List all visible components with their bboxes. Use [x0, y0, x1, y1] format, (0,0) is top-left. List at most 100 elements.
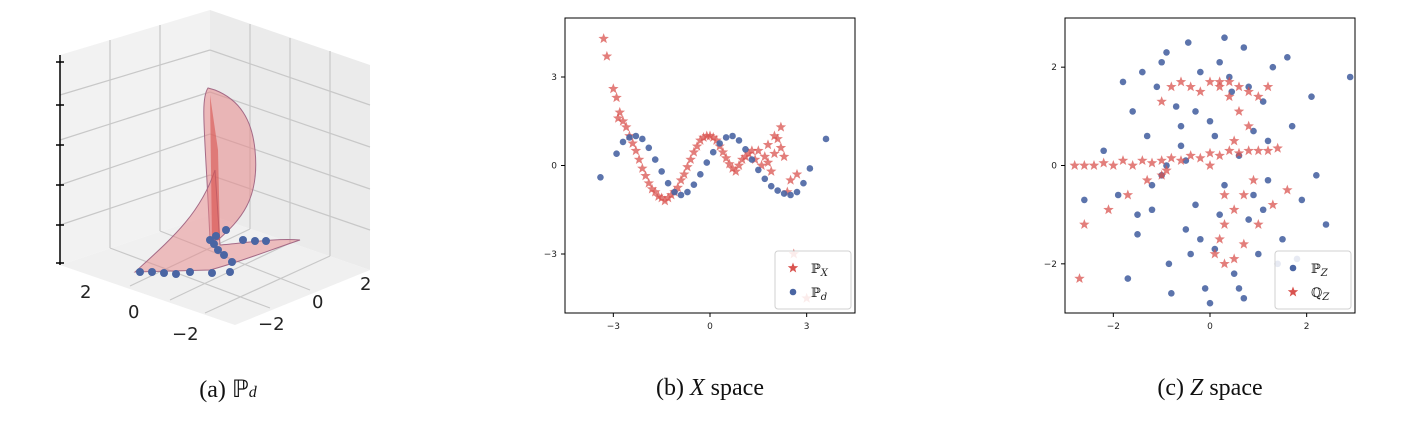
- series-0-dot-9: [1165, 260, 1173, 268]
- series-0-star-15: [646, 183, 658, 194]
- series-0-dot-2: [1129, 108, 1136, 115]
- series-0-dot-15: [1197, 68, 1204, 76]
- series-1-star-10: [1166, 152, 1177, 163]
- caption-b-prefix: (b): [656, 375, 684, 401]
- series-1-star-26: [1195, 86, 1206, 97]
- series-0-dot-38: [1124, 275, 1132, 282]
- series-0-dot-49: [1158, 58, 1165, 66]
- series-1-star-4: [1108, 160, 1119, 170]
- y-tick-label-2: 3: [551, 73, 557, 83]
- series-0-dot-40: [1168, 290, 1175, 297]
- series-1-star-17: [1233, 147, 1245, 158]
- y-tick-label-0: −3: [544, 250, 557, 260]
- series-1-star-24: [1175, 76, 1187, 87]
- series-1-star-45: [1282, 184, 1293, 195]
- x-tick-label-2: 3: [804, 322, 810, 332]
- legend-label-1: ℙd: [811, 286, 827, 303]
- x-tick-label-2: 2: [1304, 322, 1310, 332]
- y-tick-label-0: −2: [1044, 260, 1057, 270]
- series-0-dot-48: [1119, 78, 1127, 86]
- series-0-dot-51: [1284, 54, 1291, 61]
- series-1-dot-20: [735, 137, 743, 144]
- series-1-star-34: [1248, 174, 1259, 185]
- series-0-star-62: [769, 130, 780, 141]
- series-0-dot-8: [1163, 49, 1170, 56]
- back-wall-left: [60, 10, 210, 265]
- caption-a: (a) ℙd: [168, 375, 288, 404]
- plot-area: [1069, 34, 1354, 307]
- series-0-star-19: [659, 195, 671, 206]
- pd-dot-16: [262, 237, 270, 245]
- series-1-dot-2: [619, 138, 627, 146]
- pd-dot-0: [136, 268, 144, 276]
- series-0-star-55: [775, 121, 787, 132]
- series-0-dot-27: [1255, 250, 1262, 258]
- series-1-dot-11: [677, 191, 685, 199]
- series-0-star-43: [736, 154, 748, 165]
- series-1-star-47: [1141, 174, 1153, 185]
- series-0-dot-1: [1114, 191, 1122, 199]
- pd-dot-1: [148, 268, 156, 276]
- left-axis: [56, 55, 64, 265]
- series-1-star-54: [1228, 135, 1240, 146]
- series-0-dot-36: [1346, 73, 1354, 81]
- x-tick-label-1: 0: [707, 322, 713, 332]
- legend-label-1: ℚZ: [1311, 286, 1330, 303]
- series-0-dot-35: [1322, 221, 1330, 228]
- pd-dot-15: [251, 237, 259, 245]
- x-tick-label-1: 0: [1207, 322, 1213, 332]
- series-0-dot-10: [1172, 103, 1180, 110]
- series-0-dot-53: [1235, 285, 1243, 292]
- series-0-dot-47: [1250, 191, 1257, 199]
- panel-c-svg: −2 0 2 −2 0 2 ℙZ ℚZ: [1044, 17, 1356, 332]
- series-1-star-20: [1262, 145, 1274, 156]
- tick-left-0: 2: [80, 282, 91, 303]
- series-0-star-30: [695, 134, 706, 145]
- series-0-star-26: [682, 161, 693, 172]
- series-1-dot-16: [709, 148, 717, 156]
- series-1-star-53: [1204, 160, 1216, 170]
- series-1-dot-1: [613, 150, 620, 157]
- caption-a-symbol: ℙ: [231, 377, 249, 403]
- series-0-dot-28: [1259, 98, 1267, 105]
- series-0-star-10: [630, 145, 642, 156]
- series-0-dot-19: [1216, 58, 1223, 66]
- series-1-dot-12: [684, 188, 691, 196]
- series-1-star-9: [1156, 155, 1167, 166]
- series-1-star-14: [1204, 147, 1216, 158]
- series-0-star-46: [746, 145, 758, 156]
- pd-dot-8: [220, 251, 228, 259]
- series-0-dot-59: [1197, 235, 1204, 243]
- series-1-star-2: [1088, 160, 1100, 170]
- series-0-star-37: [717, 146, 729, 157]
- series-1-star-19: [1253, 145, 1264, 156]
- y-tick-label-1: 0: [551, 162, 557, 172]
- series-0-dot-26: [1250, 127, 1257, 135]
- series-0-star-57: [785, 174, 796, 185]
- series-0-star-31: [698, 131, 709, 142]
- series-1-star-11: [1175, 155, 1187, 166]
- series-0-star-45: [743, 148, 754, 159]
- series-0-dot-34: [1308, 93, 1315, 100]
- series-0-dot-30: [1269, 63, 1277, 71]
- series-1-star-49: [1103, 204, 1114, 215]
- series-1-star-59: [1219, 189, 1230, 200]
- series-1-star-29: [1224, 76, 1235, 87]
- legend-marker-dot-0: [1289, 264, 1297, 272]
- series-0-dot-37: [1081, 196, 1088, 204]
- series-1-star-18: [1243, 145, 1254, 156]
- series-1-dot-7: [651, 156, 659, 163]
- series-1-dot-24: [761, 175, 769, 183]
- series-1-star-23: [1166, 81, 1177, 92]
- series-0-dot-22: [1230, 270, 1238, 277]
- series-1-star-30: [1233, 81, 1245, 92]
- series-1-star-6: [1127, 160, 1138, 170]
- series-1-star-36: [1228, 204, 1240, 215]
- caption-a-prefix: (a): [199, 377, 226, 403]
- series-1-star-40: [1219, 258, 1230, 269]
- series-0-star-63: [762, 157, 774, 167]
- series-1-star-51: [1074, 273, 1085, 284]
- series-1-dot-21: [742, 145, 749, 153]
- series-0-dot-25: [1245, 216, 1252, 223]
- caption-c-suffix: space: [1209, 375, 1263, 401]
